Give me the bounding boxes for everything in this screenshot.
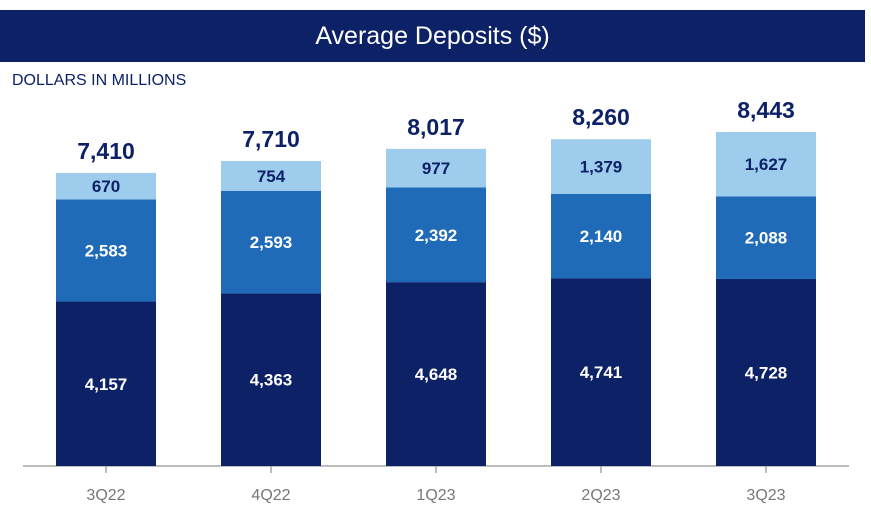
total-label: 8,260 — [572, 104, 630, 130]
bar-segment-top — [221, 160, 321, 191]
x-tick-label: 2Q23 — [581, 487, 620, 504]
data-label-middle: 2,593 — [250, 233, 293, 252]
data-label-middle: 2,392 — [415, 226, 458, 245]
data-label-bottom: 4,648 — [415, 365, 458, 384]
total-label: 8,443 — [737, 97, 795, 123]
bar-segment-middle — [386, 187, 486, 283]
bar-segment-bottom — [56, 301, 156, 466]
data-label-top: 670 — [92, 177, 120, 196]
bar-segment-middle — [551, 193, 651, 279]
x-tick-label: 4Q22 — [251, 487, 290, 504]
bar-segment-middle — [56, 199, 156, 302]
data-label-middle: 2,140 — [580, 227, 623, 246]
bar-segment-bottom — [386, 282, 486, 466]
x-tick-label: 3Q23 — [746, 487, 785, 504]
bar-segment-middle — [221, 190, 321, 294]
bar-segment-bottom — [221, 293, 321, 466]
data-label-top: 754 — [257, 167, 286, 186]
total-label: 7,710 — [242, 126, 300, 152]
bar-segment-bottom — [716, 278, 816, 466]
x-tick-label: 1Q23 — [416, 487, 455, 504]
bar-segment-top — [551, 139, 651, 194]
bar-segment-bottom — [551, 278, 651, 466]
total-label: 7,410 — [77, 138, 135, 164]
total-label: 8,017 — [407, 114, 465, 140]
bar-segment-middle — [716, 196, 816, 279]
data-label-top: 1,379 — [580, 158, 623, 177]
data-label-top: 1,627 — [745, 155, 788, 174]
chart-title: Average Deposits ($) — [0, 10, 865, 62]
y-axis-label: DOLLARS IN MILLIONS — [12, 72, 187, 89]
data-label-top: 977 — [422, 159, 450, 178]
data-label-bottom: 4,728 — [745, 363, 788, 382]
data-label-bottom: 4,363 — [250, 371, 293, 390]
data-label-middle: 2,583 — [85, 241, 128, 260]
data-label-bottom: 4,741 — [580, 363, 623, 382]
data-label-bottom: 4,157 — [85, 375, 128, 394]
bar-segment-top — [716, 132, 816, 197]
x-tick-label: 3Q22 — [86, 487, 125, 504]
bar-segment-top — [56, 172, 156, 200]
data-label-middle: 2,088 — [745, 229, 788, 248]
bar-segment-top — [386, 148, 486, 188]
